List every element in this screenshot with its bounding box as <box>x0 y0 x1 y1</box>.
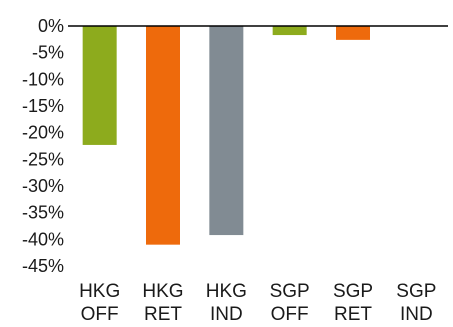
bar <box>146 26 180 245</box>
bar <box>272 26 307 36</box>
x-tick-label: SGP <box>333 281 373 302</box>
x-tick-label: OFF <box>271 304 309 325</box>
x-tick-label: OFF <box>81 304 119 325</box>
y-tick-label: -45% <box>22 256 64 276</box>
y-tick-label: -15% <box>22 96 64 116</box>
x-tick-label: IND <box>210 304 243 325</box>
y-tick-label: 0% <box>38 16 64 36</box>
bar <box>82 26 117 145</box>
x-tick-label: HKG <box>142 281 183 302</box>
y-tick-label: -25% <box>22 149 64 169</box>
y-tick-label: -10% <box>22 69 64 89</box>
y-tick-label: -5% <box>32 43 64 63</box>
x-tick-label: IND <box>400 304 433 325</box>
x-tick-label: RET <box>334 304 372 325</box>
bar <box>336 26 370 40</box>
y-tick-label: -20% <box>22 123 64 143</box>
y-axis-ticks: 0% -5% -10% -15% -20% -25% -30% -35% -40% -45% <box>22 16 64 276</box>
y-tick-label: -40% <box>22 229 64 249</box>
x-tick-label: SGP <box>396 281 436 302</box>
x-tick-label: HKG <box>79 281 120 302</box>
bar <box>209 26 244 236</box>
x-tick-label: SGP <box>270 281 310 302</box>
y-tick-label: -30% <box>22 176 64 196</box>
x-tick-label: RET <box>144 304 182 325</box>
x-tick-label: HKG <box>206 281 247 302</box>
y-tick-label: -35% <box>22 203 64 223</box>
bars <box>82 26 370 245</box>
